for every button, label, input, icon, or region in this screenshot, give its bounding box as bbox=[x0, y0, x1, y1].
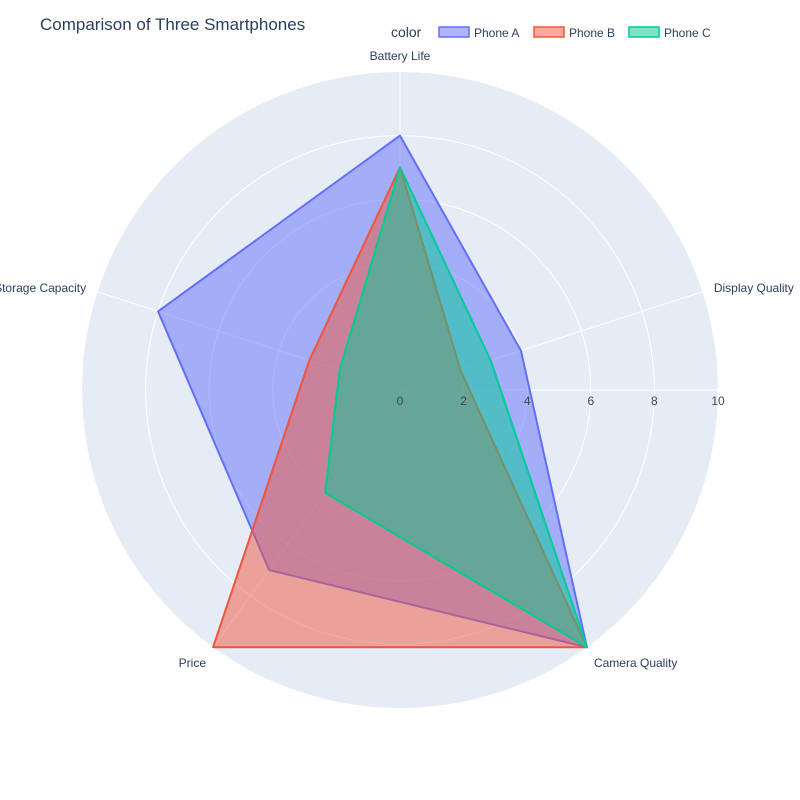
radial-tick-label: 8 bbox=[651, 394, 658, 408]
legend-label: Phone C bbox=[664, 26, 711, 40]
category-label: Camera Quality bbox=[594, 656, 677, 670]
axis-labels: Battery Life Display Quality Camera Qualit… bbox=[0, 49, 794, 670]
legend-items: Phone A Phone B Phone C bbox=[438, 26, 711, 40]
radial-tick-label: 10 bbox=[711, 394, 725, 408]
category-label: Storage Capacity bbox=[0, 281, 86, 295]
radial-tick-label: 4 bbox=[524, 394, 531, 408]
chart-title: Comparison of Three Smartphones bbox=[40, 15, 305, 34]
radial-tick-label: 2 bbox=[460, 394, 467, 408]
legend-swatch bbox=[628, 26, 660, 38]
series-layer bbox=[157, 134, 588, 649]
radial-ticks: 0 2 4 6 8 10 bbox=[397, 394, 725, 408]
legend-item-phone-c[interactable]: Phone C bbox=[628, 26, 711, 40]
legend-label: Phone B bbox=[569, 26, 615, 40]
category-label: Display Quality bbox=[714, 281, 794, 295]
legend-item-phone-b[interactable]: Phone B bbox=[533, 26, 615, 40]
radial-tick-label: 6 bbox=[587, 394, 594, 408]
radial-tick-label: 0 bbox=[397, 394, 404, 408]
category-label: Battery Life bbox=[370, 49, 431, 63]
legend: color Phone A Phone B Phone C bbox=[391, 24, 711, 40]
category-label: Price bbox=[179, 656, 207, 670]
legend-swatch bbox=[438, 26, 470, 38]
series-phone-c-area[interactable] bbox=[324, 166, 588, 649]
legend-swatch bbox=[533, 26, 565, 38]
legend-label: Phone A bbox=[474, 26, 519, 40]
legend-title: color bbox=[391, 24, 422, 40]
legend-item-phone-a[interactable]: Phone A bbox=[438, 26, 519, 40]
